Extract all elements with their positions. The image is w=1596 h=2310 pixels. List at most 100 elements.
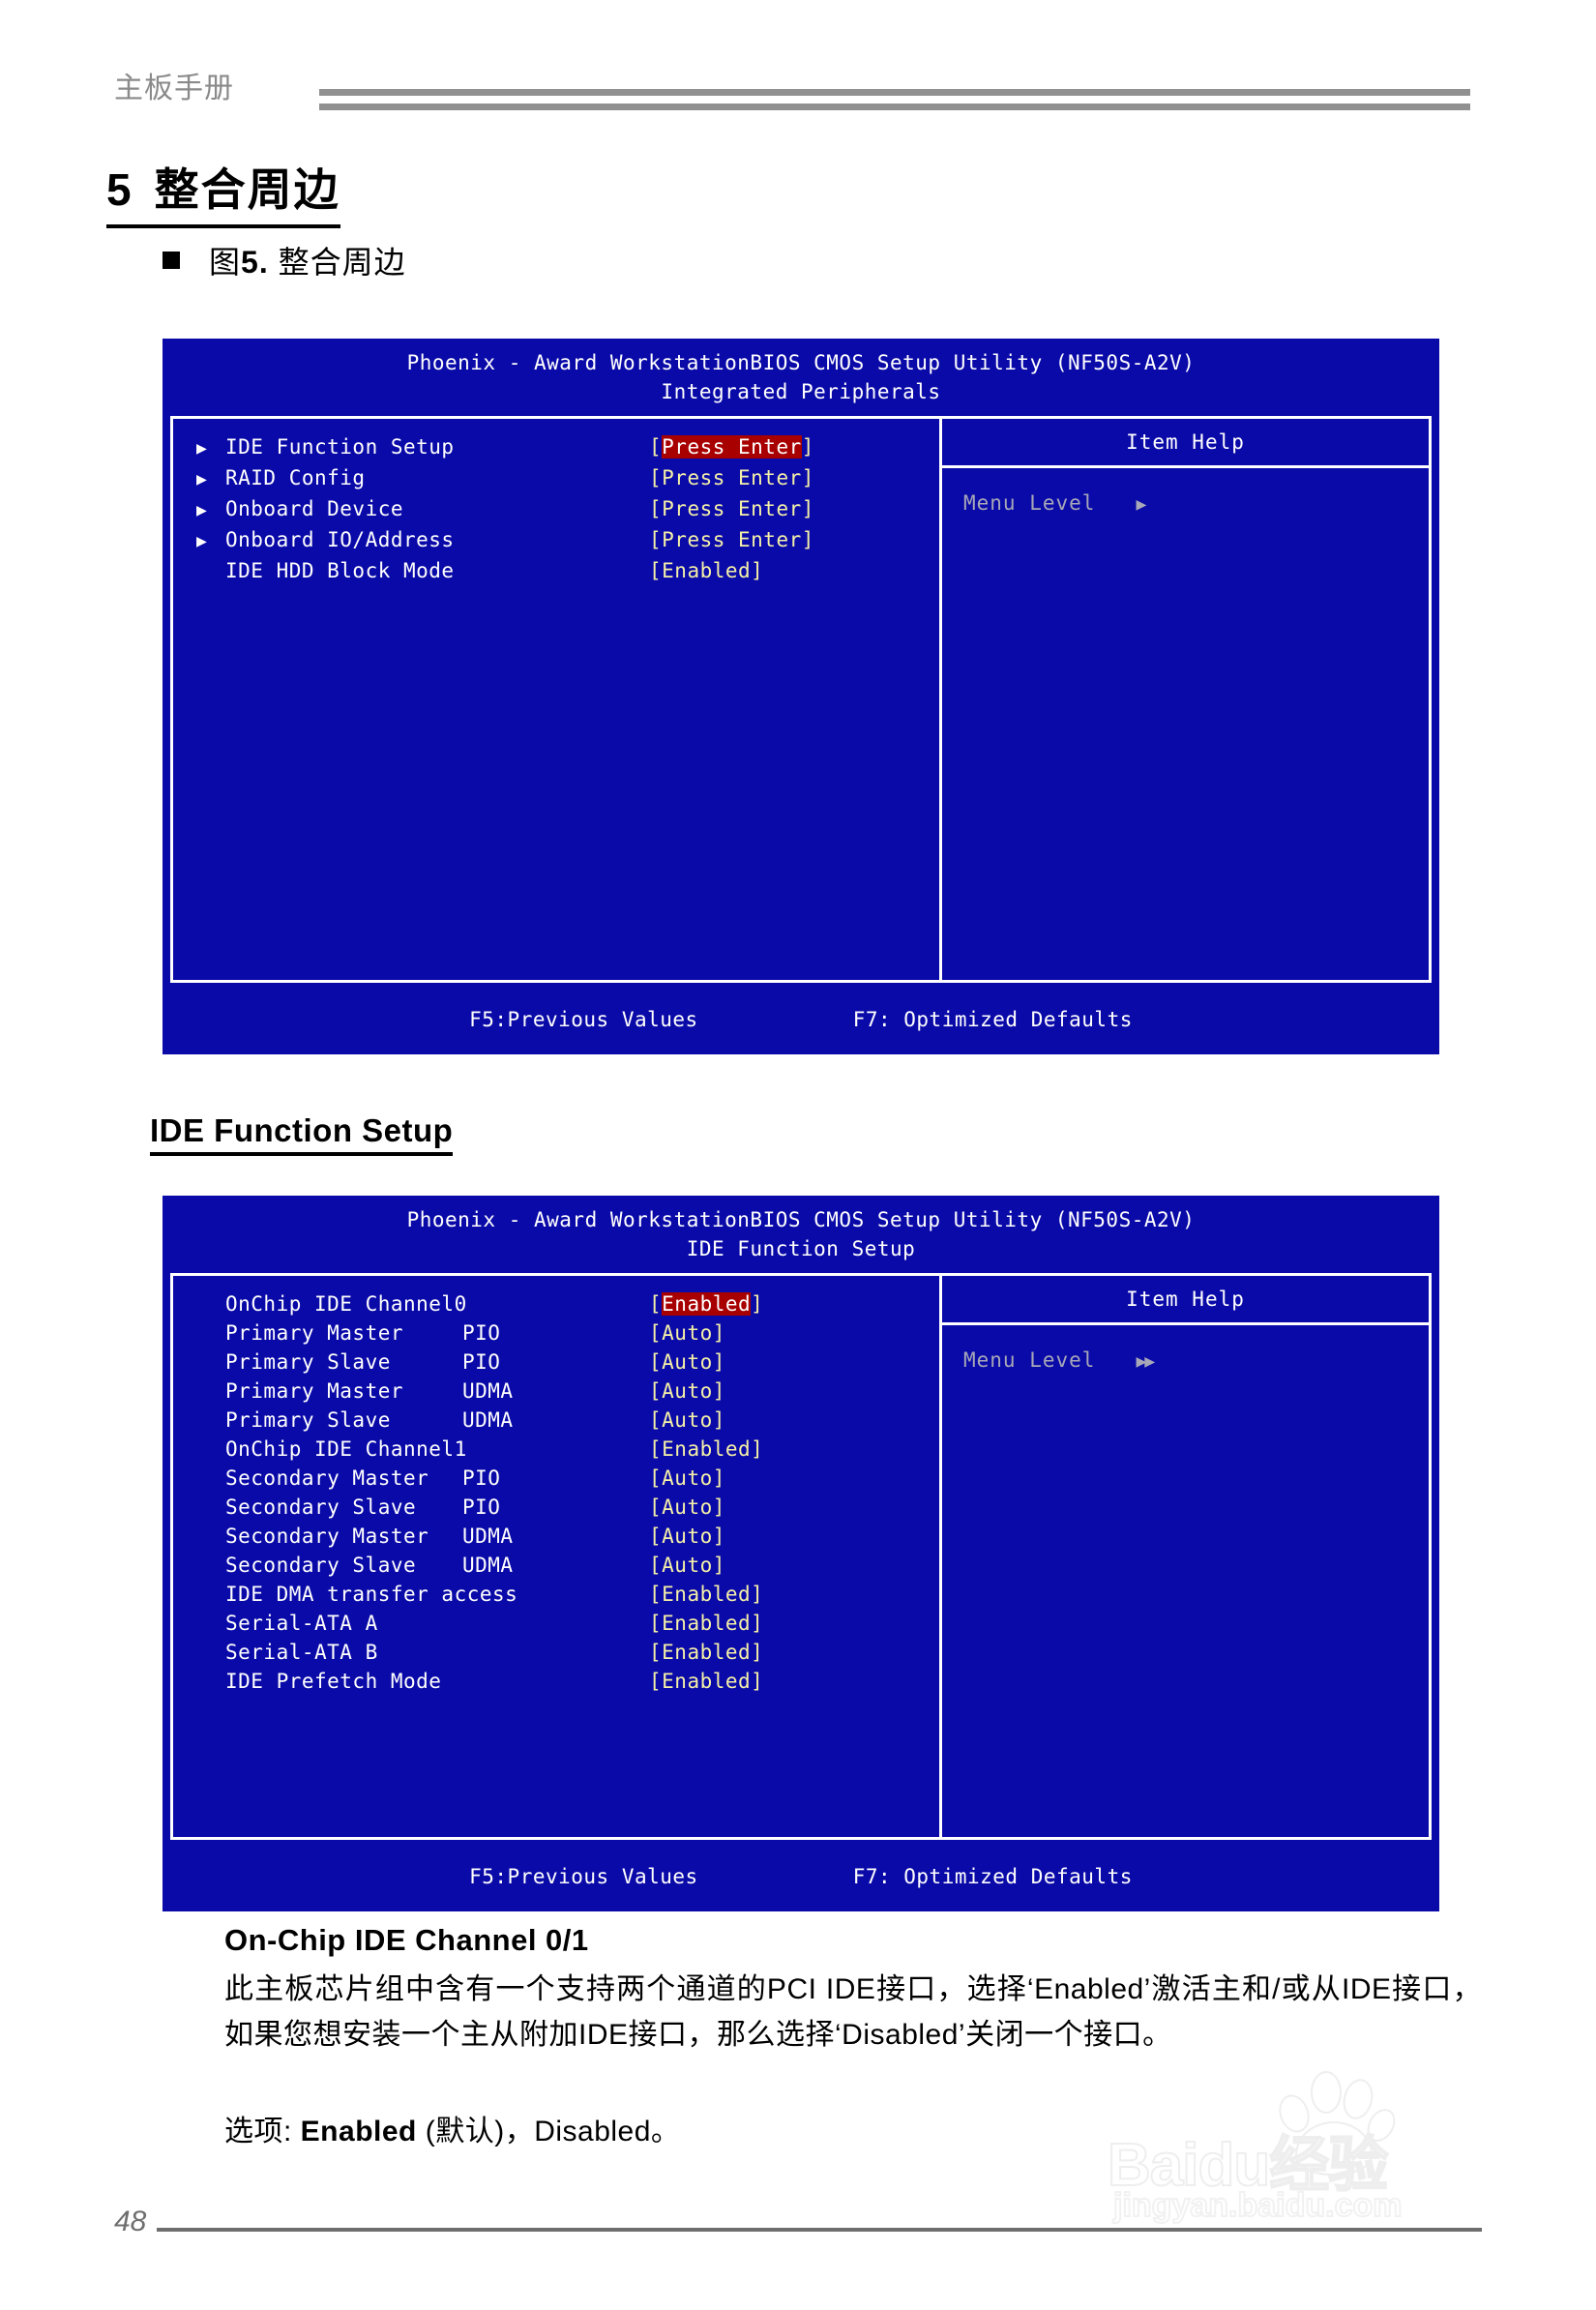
bios-option-row[interactable]: Secondary Slave UDMA [Auto] [173, 1551, 939, 1580]
bios-option-row[interactable]: ▶ IDE Function Setup [Press Enter] [173, 432, 939, 463]
bios-option-value[interactable]: [Auto] [649, 1554, 725, 1577]
item-help-header: Item Help [942, 1276, 1429, 1325]
bios-option-value[interactable]: [Enabled] [649, 1641, 764, 1664]
bios-option-row[interactable]: ▶ RAID Config [Press Enter] [173, 463, 939, 494]
key-f7-optimized-defaults[interactable]: F7: Optimized Defaults [852, 1865, 1133, 1888]
bios-option-label-mode: UDMA [462, 1554, 514, 1577]
bios-option-value[interactable]: [Enabled] [649, 1292, 764, 1316]
key-f5-previous-values[interactable]: F5:Previous Values [469, 1008, 698, 1031]
menu-level-indicator: Menu Level ▶▶ [942, 1325, 1429, 1372]
bios-option-label: Secondary Slave [225, 1496, 417, 1519]
bios-option-label: Serial-ATA B [225, 1641, 378, 1664]
bios-option-list: ▶ IDE Function Setup [Press Enter] ▶ RAID Co… [173, 419, 942, 980]
bios-page-subtitle: IDE Function Setup [686, 1237, 916, 1260]
description-options-line: 选项: Enabled (默认)，Disabled。 [224, 2107, 680, 2149]
baidu-jingyan-watermark: Baidu经验 jingyan.baidu.com [1107, 2065, 1504, 2230]
bios-option-row[interactable]: OnChip IDE Channel1 [Enabled] [173, 1435, 939, 1464]
bios-option-row[interactable]: Serial-ATA B [Enabled] [173, 1638, 939, 1667]
footer-rule [157, 2228, 1482, 2232]
section-title-text: 整合周边 [154, 164, 340, 215]
submenu-arrow-icon: ▶ [196, 531, 208, 551]
bios-option-row[interactable]: Secondary Master UDMA [Auto] [173, 1522, 939, 1551]
bios-option-row[interactable]: Primary Master UDMA [Auto] [173, 1377, 939, 1406]
bios-option-row[interactable]: IDE DMA transfer access [Enabled] [173, 1580, 939, 1609]
bios-option-label: IDE HDD Block Mode [225, 559, 455, 582]
bios-option-value[interactable]: [Auto] [649, 1321, 725, 1345]
description-heading: On-Chip IDE Channel 0/1 [224, 1923, 589, 1957]
bios-option-label: Onboard IO/Address [225, 528, 455, 551]
submenu-arrow-icon: ▶ [196, 438, 208, 459]
bios-option-value[interactable]: [Press Enter] [649, 528, 814, 551]
watermark-url: jingyan.baidu.com [1112, 2186, 1403, 2225]
bios-option-label: Onboard Device [225, 497, 404, 520]
bios-option-label: Primary Slave [225, 1350, 391, 1374]
bios-option-row[interactable]: Primary Master PIO [Auto] [173, 1318, 939, 1348]
submenu-arrow-icon: ▶ [196, 500, 208, 520]
bios-option-label: OnChip IDE Channel0 [225, 1292, 467, 1316]
bios-option-label: Secondary Slave [225, 1554, 417, 1577]
paw-toe-4 [1361, 2103, 1402, 2147]
bios-option-label: Primary Slave [225, 1408, 391, 1432]
bios-option-value[interactable]: [Auto] [649, 1350, 725, 1374]
bios-screen-integrated-peripherals: Phoenix - Award WorkstationBIOS CMOS Set… [163, 339, 1439, 1054]
bios-option-value[interactable]: [Enabled] [649, 1583, 764, 1606]
watermark-brand: Baidu经验 [1107, 2131, 1389, 2200]
paw-print-icon [1274, 2065, 1402, 2176]
bios-option-row[interactable]: IDE Prefetch Mode [Enabled] [173, 1667, 939, 1696]
bios-option-value[interactable]: [Auto] [649, 1379, 725, 1403]
bios-option-value[interactable]: [Enabled] [649, 1612, 764, 1635]
bios-option-row[interactable]: IDE HDD Block Mode [Enabled] [173, 556, 939, 585]
bios-option-label: Secondary Master [225, 1466, 429, 1490]
options-prefix: 选项: [224, 2116, 301, 2147]
bios-option-row[interactable]: Secondary Master PIO [Auto] [173, 1464, 939, 1493]
bios-option-label-mode: PIO [462, 1496, 501, 1519]
bios-utility-title: Phoenix - Award WorkstationBIOS CMOS Set… [406, 351, 1196, 374]
options-default-value: Enabled [300, 2116, 417, 2147]
bios-option-value[interactable]: [Enabled] [649, 1670, 764, 1693]
bios-item-help-panel: Item Help Menu Level ▶▶ [942, 1276, 1429, 1837]
menu-level-arrow-icon: ▶ [1136, 494, 1146, 515]
bios-option-label-mode: PIO [462, 1466, 501, 1490]
bios-option-row[interactable]: Primary Slave PIO [Auto] [173, 1348, 939, 1377]
bios-option-row[interactable]: Serial-ATA A [Enabled] [173, 1609, 939, 1638]
subsection-heading-ide-function-setup: IDE Function Setup [150, 1112, 454, 1156]
paw-pad [1295, 2121, 1373, 2176]
bios-option-label: Primary Master [225, 1379, 404, 1403]
section-number: 5 [106, 164, 133, 215]
bios-option-value[interactable]: [Enabled] [649, 1437, 764, 1461]
menu-level-arrow-icon: ▶▶ [1136, 1351, 1155, 1372]
bios-option-row[interactable]: ▶ Onboard Device [Press Enter] [173, 494, 939, 525]
bios-option-label-mode: UDMA [462, 1525, 514, 1548]
bullet-square-icon [163, 252, 180, 269]
running-header-label: 主板手册 [114, 73, 234, 104]
bios-option-value[interactable]: [Press Enter] [649, 497, 814, 520]
paw-toe-3 [1339, 2075, 1377, 2123]
header-rule-group [319, 89, 1470, 110]
bios-option-label-mode: UDMA [462, 1408, 514, 1432]
key-f7-optimized-defaults[interactable]: F7: Optimized Defaults [852, 1008, 1133, 1031]
bios-footer-keys: F5:Previous Values F7: Optimized Default… [170, 1850, 1432, 1904]
bios-option-row[interactable]: Secondary Slave PIO [Auto] [173, 1493, 939, 1522]
bios-option-label: Serial-ATA A [225, 1612, 378, 1635]
bios-option-label: IDE Prefetch Mode [225, 1670, 442, 1693]
header-rule-top [319, 89, 1470, 96]
description-paragraph: 此主板芯片组中含有一个支持两个通道的PCI IDE接口，选择‘Enabled’激… [224, 1973, 1482, 2051]
paw-toe-2 [1311, 2071, 1342, 2114]
bios-option-label: OnChip IDE Channel1 [225, 1437, 467, 1461]
bios-option-value[interactable]: [Auto] [649, 1496, 725, 1519]
bios-option-value[interactable]: [Auto] [649, 1408, 725, 1432]
bios-option-value[interactable]: [Press Enter] [649, 466, 814, 489]
paw-toe-1 [1274, 2090, 1315, 2137]
bios-option-value[interactable]: [Enabled] [649, 559, 764, 582]
bios-utility-title: Phoenix - Award WorkstationBIOS CMOS Set… [406, 1208, 1196, 1231]
menu-level-label: Menu Level [963, 1348, 1096, 1372]
bios-option-value[interactable]: [Press Enter] [649, 435, 814, 459]
bios-option-row[interactable]: ▶ Onboard IO/Address [Press Enter] [173, 525, 939, 556]
bios-option-row[interactable]: OnChip IDE Channel0 [Enabled] [173, 1289, 939, 1318]
key-f5-previous-values[interactable]: F5:Previous Values [469, 1865, 698, 1888]
bios-option-value[interactable]: [Auto] [649, 1466, 725, 1490]
bios-option-label-mode: PIO [462, 1321, 501, 1345]
bios-option-value[interactable]: [Auto] [649, 1525, 725, 1548]
submenu-arrow-icon: ▶ [196, 469, 208, 489]
bios-option-row[interactable]: Primary Slave UDMA [Auto] [173, 1406, 939, 1435]
